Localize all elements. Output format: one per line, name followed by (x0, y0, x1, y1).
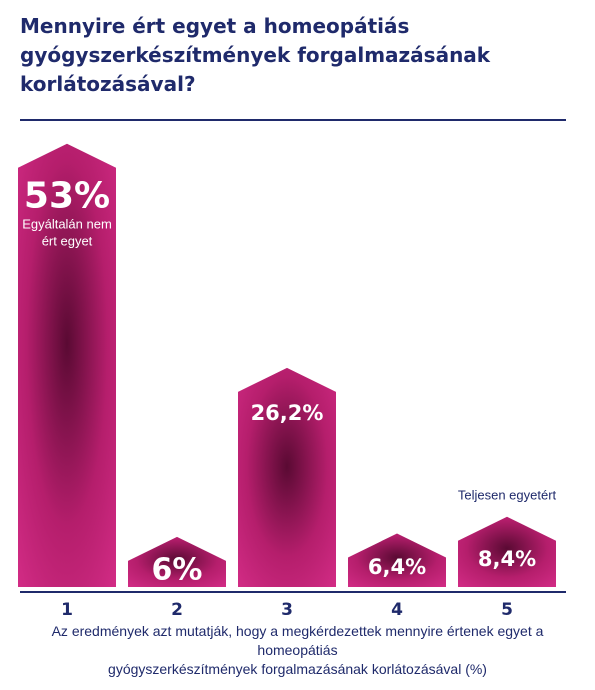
title-line: korlátozásával? (20, 72, 196, 96)
title-line: gyógyszerkészítmények forgalmazásának (20, 43, 491, 67)
category-label-4: 4 (391, 600, 403, 620)
bar-5 (458, 516, 556, 587)
bar-2 (128, 536, 226, 587)
bar-3 (238, 367, 336, 587)
bar-4 (348, 533, 446, 587)
category-label-2: 2 (171, 600, 183, 620)
category-label-3: 3 (281, 600, 293, 620)
bar-chart: 53% 1 6% 2 26,2% 3 6,4% 4 8,4% 5 Egyáltalán nem ért… (18, 143, 566, 620)
title-line: Mennyire ért egyet a homeopátiás (20, 14, 410, 38)
value-label-4: 6,4% (368, 555, 426, 579)
value-label-2: 6% (152, 552, 203, 587)
caption-line: Az eredmények azt mutatják, hogy a megké… (51, 623, 544, 658)
caption-line: gyógyszerkészítmények forgalmazásának ko… (108, 661, 487, 677)
annotation-label: Teljesen egyetért (458, 488, 557, 503)
bar-1 (18, 143, 116, 587)
value-label-1: 53% (24, 176, 110, 217)
category-label-5: 5 (501, 600, 513, 620)
annotation-line: Egyáltalán nem (22, 217, 112, 232)
category-label-1: 1 (61, 600, 73, 620)
annotation-line: ért egyet (42, 234, 93, 249)
chart-title: Mennyire ért egyet a homeopátiás gyógysz… (20, 12, 580, 99)
value-label-3: 26,2% (251, 401, 324, 425)
top-divider (20, 119, 566, 121)
chart-caption: Az eredmények azt mutatják, hogy a megké… (20, 622, 575, 679)
value-label-5: 8,4% (478, 547, 536, 571)
